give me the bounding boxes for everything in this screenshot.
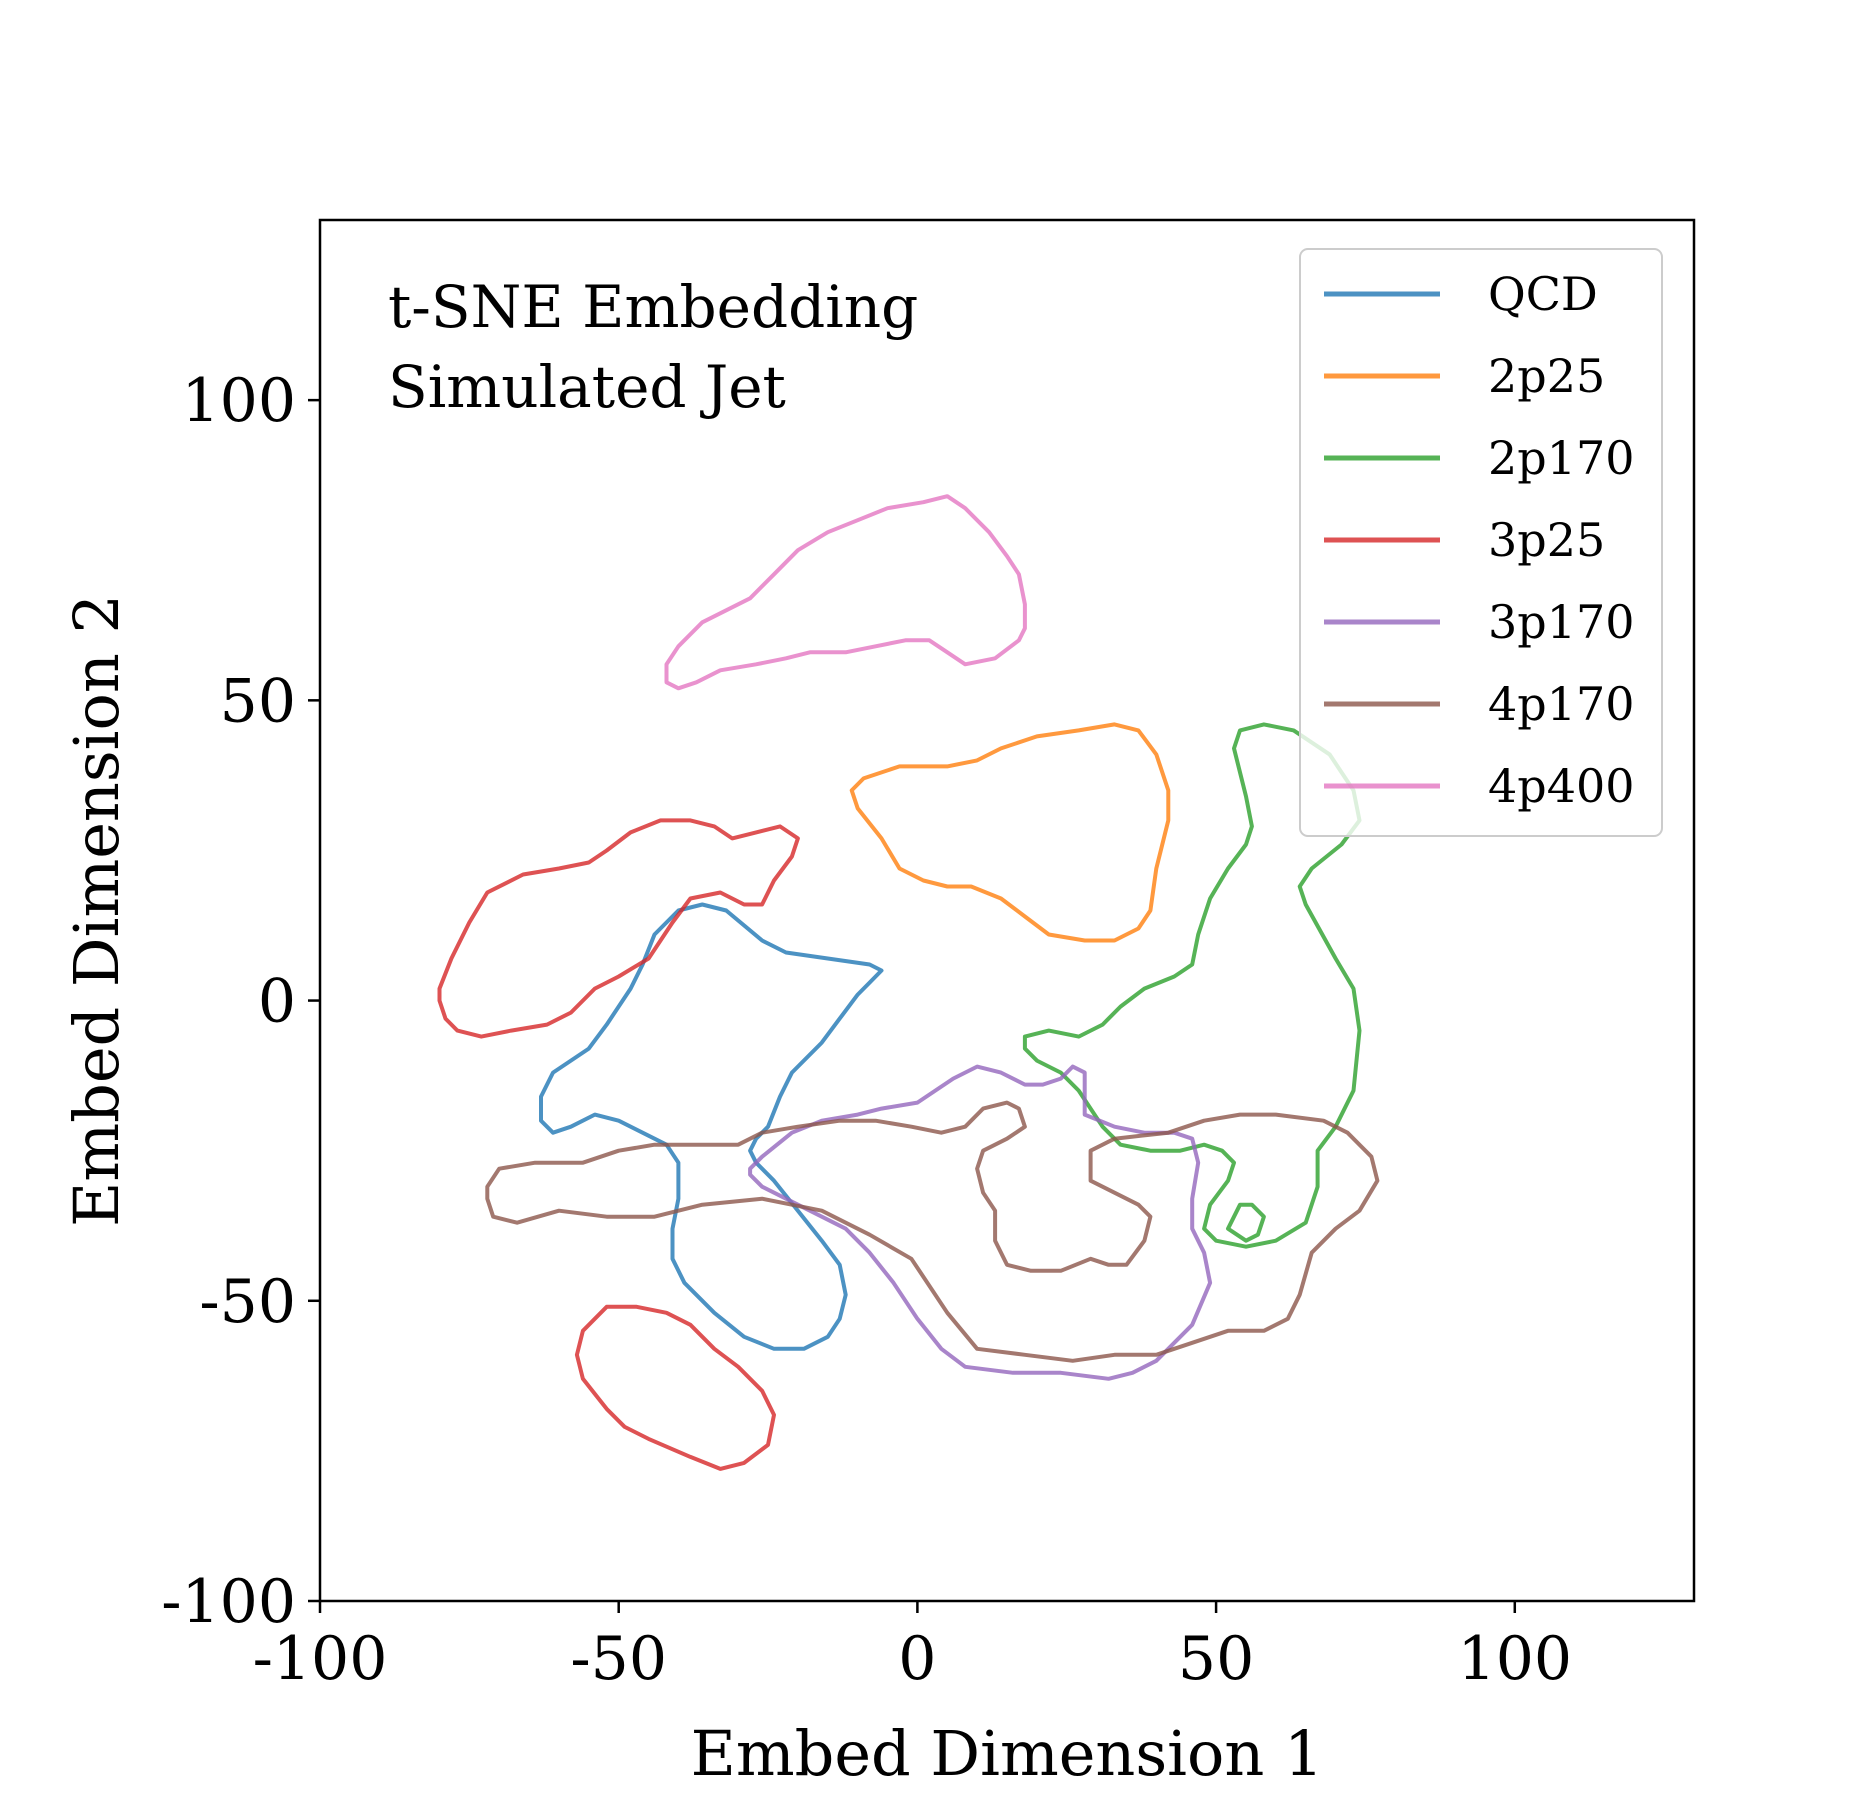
legend-label-2p25: 2p25 bbox=[1488, 349, 1605, 403]
plot-frame bbox=[318, 218, 1696, 1603]
y-tick-label: -100 bbox=[161, 1567, 296, 1637]
contour-QCD-0 bbox=[539, 902, 884, 1351]
legend-label-QCD: QCD bbox=[1488, 267, 1598, 321]
contour-3p25-1 bbox=[574, 1304, 776, 1471]
contour-3p170-0 bbox=[748, 1064, 1213, 1381]
y-tick-label: 0 bbox=[258, 967, 296, 1037]
contour-2p25-0 bbox=[849, 722, 1171, 943]
series-layer bbox=[437, 494, 1380, 1471]
annotation-line-1: t-SNE Embedding bbox=[388, 273, 918, 341]
x-tick-label: 50 bbox=[1178, 1624, 1254, 1694]
x-tick-label: 0 bbox=[898, 1624, 936, 1694]
legend-box bbox=[1299, 248, 1663, 837]
x-tick-label: 100 bbox=[1458, 1624, 1573, 1694]
legend-label-4p400: 4p400 bbox=[1488, 759, 1635, 813]
series-QCD bbox=[539, 902, 884, 1351]
contour-3p25-0 bbox=[437, 818, 800, 1039]
series-3p170 bbox=[748, 1064, 1213, 1381]
contour-4p170-0 bbox=[485, 1100, 1380, 1363]
series-3p25 bbox=[437, 818, 800, 1471]
x-tick-label: -50 bbox=[570, 1624, 667, 1694]
y-tick-label: 100 bbox=[181, 366, 296, 436]
legend-label-3p25: 3p25 bbox=[1488, 513, 1605, 567]
legend: QCD 2p25 2p170 3p25 3p170 4p170 4p400 bbox=[1299, 248, 1663, 837]
contour-4p400-0 bbox=[664, 494, 1027, 691]
x-axis-label: Embed Dimension 1 bbox=[691, 1717, 1324, 1790]
y-tick-label: 50 bbox=[220, 666, 296, 736]
contour-2p170-1 bbox=[1226, 1202, 1266, 1243]
y-tick-label: -50 bbox=[199, 1267, 296, 1337]
series-4p400 bbox=[664, 494, 1027, 691]
series-2p25 bbox=[849, 722, 1171, 943]
legend-label-3p170: 3p170 bbox=[1488, 595, 1635, 649]
x-tick-label: -100 bbox=[253, 1624, 388, 1694]
annotation-line-2: Simulated Jet bbox=[388, 353, 786, 421]
contour-2p170-0 bbox=[1022, 722, 1362, 1249]
series-2p170 bbox=[1022, 722, 1362, 1249]
ticks-layer: -100 -50 0 50 100 -100 -50 0 50 100 bbox=[161, 366, 1572, 1694]
y-axis-label: Embed Dimension 2 bbox=[60, 594, 133, 1227]
legend-label-4p170: 4p170 bbox=[1488, 677, 1635, 731]
legend-label-2p170: 2p170 bbox=[1488, 431, 1635, 485]
series-4p170 bbox=[485, 1100, 1380, 1363]
